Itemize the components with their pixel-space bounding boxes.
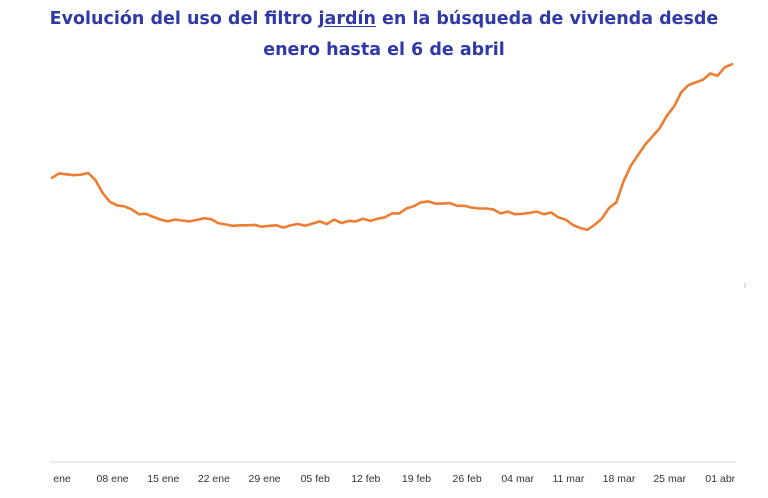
x-tick-label: 01 abr bbox=[705, 473, 735, 485]
x-tick-label: 11 mar bbox=[552, 473, 584, 485]
title-line-1: Evolución del uso del filtro jardín en l… bbox=[0, 4, 768, 35]
x-tick-label: 05 feb bbox=[301, 473, 330, 485]
x-tick-label: 25 mar bbox=[653, 473, 686, 485]
x-tick-label: 08 ene bbox=[97, 473, 129, 485]
x-tick-label: 26 feb bbox=[452, 473, 481, 485]
x-tick-label: 04 mar bbox=[501, 473, 534, 485]
x-tick-label: ene bbox=[53, 473, 71, 485]
title-line-2: enero hasta el 6 de abril bbox=[263, 40, 505, 60]
x-tick-label: 19 feb bbox=[402, 473, 431, 485]
title-part-1: Evolución del uso del filtro bbox=[49, 9, 319, 29]
series-group bbox=[50, 62, 734, 232]
x-tick-label: 12 feb bbox=[351, 473, 380, 485]
title-underlined-word: jardín bbox=[318, 9, 376, 29]
x-tick-labels: ene 08 ene 15 ene 22 ene 29 ene 05 feb 12 feb 1… bbox=[53, 473, 735, 485]
x-tick-label: 18 mar bbox=[603, 473, 636, 485]
x-tick-label: 15 ene bbox=[147, 473, 179, 485]
x-tick-label: 22 ene bbox=[198, 473, 230, 485]
x-tick-label: 29 ene bbox=[249, 473, 281, 485]
title-part-2: en la búsqueda de vivienda desde bbox=[375, 9, 719, 29]
chart-title: Evolución del uso del filtro jardín en l… bbox=[0, 4, 768, 66]
series-line bbox=[50, 62, 734, 232]
